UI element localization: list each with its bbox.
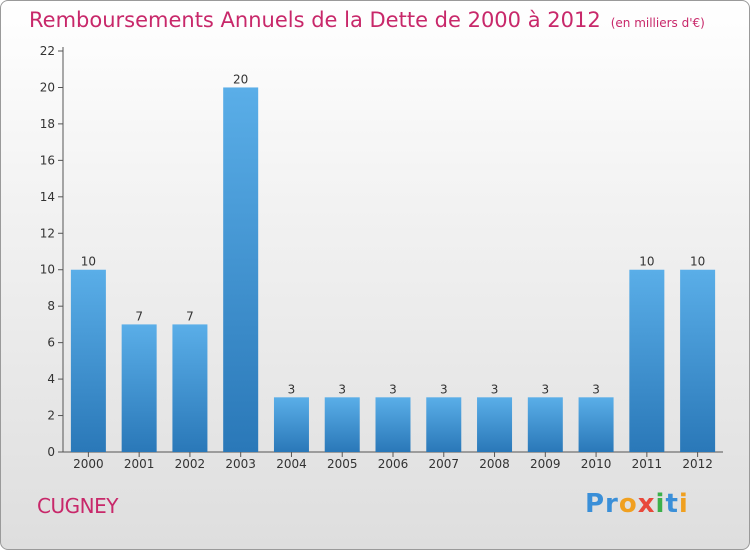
- bar: [426, 397, 462, 452]
- bar: [70, 269, 106, 452]
- x-tick-label: 2001: [124, 457, 155, 471]
- bar: [324, 397, 360, 452]
- logo-part: o: [618, 489, 638, 519]
- y-tick-label: 0: [47, 445, 55, 459]
- data-label: 3: [440, 382, 448, 396]
- logo-part: Pr: [585, 489, 619, 519]
- data-label: 10: [639, 255, 654, 269]
- bar: [375, 397, 411, 452]
- x-tick-label: 2009: [530, 457, 561, 471]
- x-tick-label: 2008: [479, 457, 510, 471]
- bar: [578, 397, 614, 452]
- data-label: 3: [288, 382, 296, 396]
- data-label: 7: [135, 309, 143, 323]
- x-tick-label: 2002: [175, 457, 206, 471]
- data-label: 10: [81, 255, 96, 269]
- y-tick-label: 14: [40, 190, 55, 204]
- y-tick-label: 4: [47, 372, 55, 386]
- logo-part: i: [655, 489, 666, 519]
- data-label: 3: [491, 382, 499, 396]
- x-tick-label: 2011: [632, 457, 663, 471]
- bar: [477, 397, 513, 452]
- x-tick-label: 2003: [225, 457, 256, 471]
- y-tick-label: 22: [40, 44, 55, 58]
- y-tick-label: 16: [40, 153, 55, 167]
- bar: [527, 397, 563, 452]
- data-label: 3: [541, 382, 549, 396]
- y-tick-label: 18: [40, 117, 55, 131]
- y-tick-label: 2: [47, 409, 55, 423]
- data-label: 7: [186, 309, 194, 323]
- bar: [223, 87, 259, 453]
- logo-part: t: [665, 489, 679, 519]
- x-tick-label: 2005: [327, 457, 358, 471]
- data-label: 3: [389, 382, 397, 396]
- data-label: 20: [233, 72, 248, 86]
- logo-part: x: [637, 489, 656, 519]
- x-tick-label: 2012: [682, 457, 713, 471]
- data-label: 10: [690, 255, 705, 269]
- bar: [273, 397, 309, 452]
- proxiti-logo: Proxiti: [585, 489, 689, 519]
- y-tick-label: 6: [47, 336, 55, 350]
- bar: [121, 324, 157, 452]
- y-tick-label: 20: [40, 80, 55, 94]
- data-label: 3: [338, 382, 346, 396]
- chart-title: Remboursements Annuels de la Dette de 20…: [29, 8, 705, 32]
- x-tick-label: 2010: [581, 457, 612, 471]
- data-label: 3: [592, 382, 600, 396]
- bar: [680, 269, 716, 452]
- bar: [629, 269, 665, 452]
- bar: [172, 324, 208, 452]
- x-tick-label: 2004: [276, 457, 307, 471]
- chart-title-text: Remboursements Annuels de la Dette de 20…: [29, 8, 601, 32]
- chart-unit: (en milliers d'€): [610, 16, 705, 30]
- x-tick-label: 2006: [378, 457, 409, 471]
- commune-name: CUGNEY: [37, 494, 118, 518]
- y-tick-label: 12: [40, 226, 55, 240]
- logo-part: i: [678, 489, 689, 519]
- x-tick-label: 2000: [73, 457, 104, 471]
- y-tick-label: 10: [40, 263, 55, 277]
- x-tick-label: 2007: [428, 457, 459, 471]
- y-tick-label: 8: [47, 299, 55, 313]
